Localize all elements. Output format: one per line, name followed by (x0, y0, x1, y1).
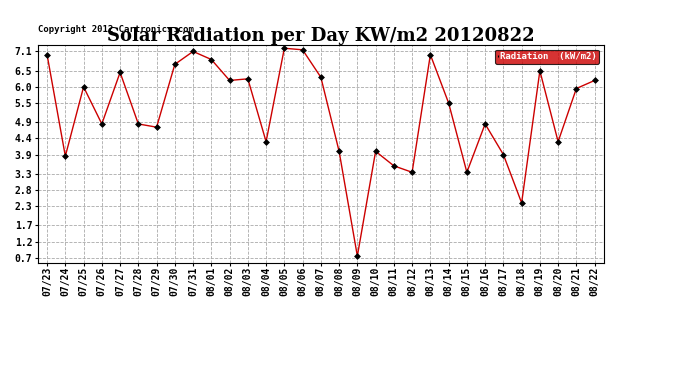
Text: Copyright 2012 Cartronics.com: Copyright 2012 Cartronics.com (38, 25, 194, 34)
Legend: Radiation  (kW/m2): Radiation (kW/m2) (495, 50, 599, 64)
Title: Solar Radiation per Day KW/m2 20120822: Solar Radiation per Day KW/m2 20120822 (107, 27, 535, 45)
